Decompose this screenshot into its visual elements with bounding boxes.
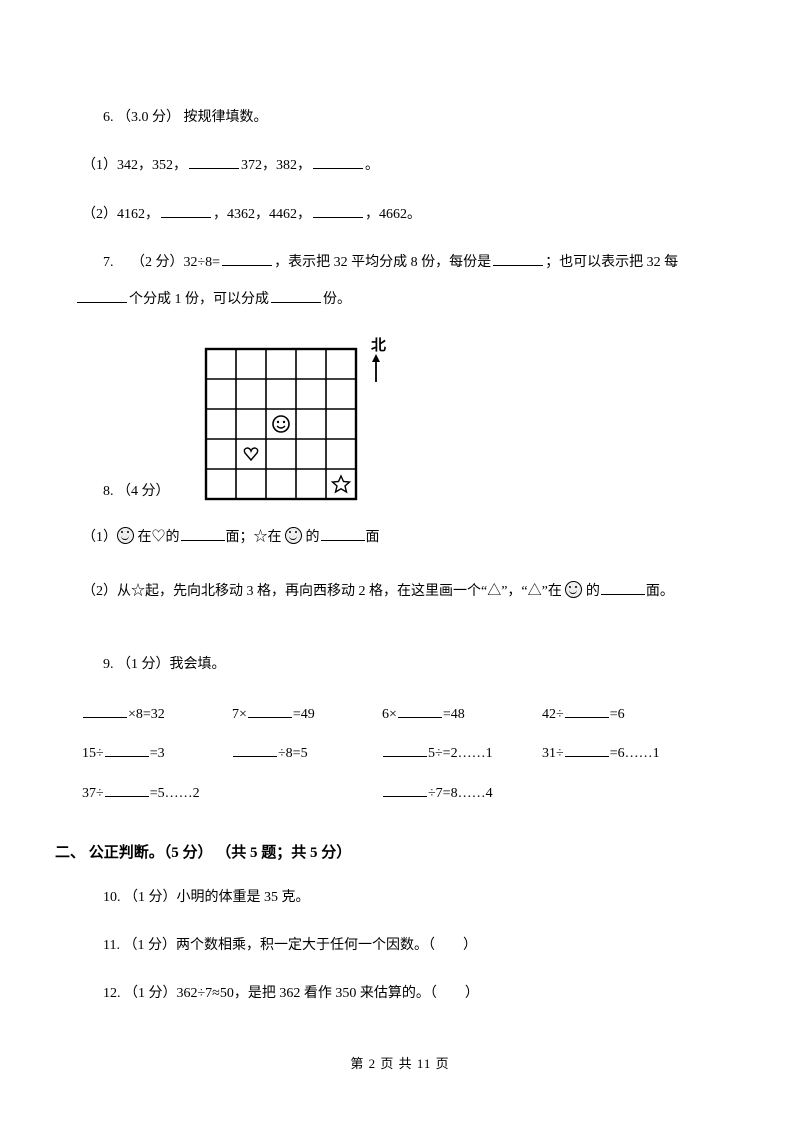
q7-label: 7. — [103, 255, 114, 270]
blank[interactable] — [565, 703, 609, 718]
q9-i6: =6 — [610, 707, 625, 722]
q9-i4: =48 — [443, 707, 465, 722]
blank[interactable] — [493, 251, 543, 266]
smiley-icon — [565, 581, 582, 598]
q7-part4: 个分成 1 份，可以分成 — [129, 292, 269, 307]
q8-sub1-b: 在♡的 — [134, 530, 180, 545]
blank[interactable] — [321, 526, 365, 541]
q7-part2: ，表示把 32 平均分成 8 份，每份是 — [274, 255, 491, 270]
q8-sub1-e: 面 — [366, 530, 380, 545]
question-9-row3: 37÷ =5……2 ÷7=8……4 — [82, 774, 725, 813]
blank[interactable] — [161, 203, 211, 218]
q9-i3: 6× — [382, 707, 397, 722]
q9-i7: 15÷ — [82, 746, 104, 761]
q7-part5: 份。 — [323, 292, 351, 307]
question-12: 12. （1 分）362÷7≈50，是把 362 看作 350 来估算的。（ ） — [75, 976, 725, 1012]
question-10: 10. （1 分）小明的体重是 35 克。 — [75, 880, 725, 916]
q6-sub2-mid1: ，4362，4462， — [213, 207, 311, 222]
smiley-icon — [117, 527, 134, 544]
blank[interactable] — [601, 580, 645, 595]
q9-i0: ×8=32 — [128, 707, 165, 722]
page-footer: 第 2 页 共 11 页 — [75, 1053, 725, 1072]
q8-sub2-b: 的 — [582, 584, 600, 599]
blank[interactable] — [398, 703, 442, 718]
q6-label: 6. — [103, 110, 114, 125]
question-6-sub2: （2）4162， ，4362，4462， ，4662。 — [82, 197, 725, 233]
blank[interactable] — [565, 742, 609, 757]
question-8-sub2: （2）从☆起，先向北移动 3 格，再向西移动 2 格，在这里画一个“△”，“△”… — [82, 574, 725, 610]
question-9-label: 9. （1 分）我会填。 — [75, 647, 725, 683]
q8-sub1-a: （1） — [82, 530, 117, 545]
q6-sub1-mid: 372，382， — [241, 158, 311, 173]
star-icon — [333, 476, 350, 492]
smiley-icon — [285, 527, 302, 544]
heart-icon — [244, 448, 257, 460]
north-arrow-head — [372, 354, 380, 362]
question-8-sub1: （1） 在♡的 面；☆在 的 面 — [82, 520, 725, 556]
question-9-row1: ×8=32 7× =49 6× =48 42÷ =6 — [82, 695, 725, 734]
blank[interactable] — [189, 154, 239, 169]
blank[interactable] — [383, 742, 427, 757]
q9-i10: 5÷=2……1 — [428, 746, 493, 761]
question-7: 7. （2 分）32÷8= ，表示把 32 平均分成 8 份，每份是 ；也可以表示把… — [103, 245, 725, 318]
blank[interactable] — [248, 703, 292, 718]
q7-points: （2 分） — [131, 255, 184, 270]
smiley-icon — [273, 416, 289, 432]
q9-i2: =49 — [293, 707, 315, 722]
q8-sub1-c: 面；☆在 — [226, 530, 286, 545]
grid — [206, 349, 356, 499]
q9-i12: =6……1 — [610, 746, 660, 761]
q9-i1: 7× — [232, 707, 247, 722]
q7-part3: ；也可以表示把 32 每 — [545, 255, 678, 270]
q9-i15: ÷7=8……4 — [428, 786, 493, 801]
q8-sub2-c: 面。 — [646, 584, 674, 599]
q9-i13: 37÷ — [82, 786, 104, 801]
q9-i9: ÷8=5 — [278, 746, 308, 761]
blank[interactable] — [83, 703, 127, 718]
blank[interactable] — [383, 782, 427, 797]
grid-figure: 北 — [201, 334, 391, 504]
q6-sub2-mid2: ，4662。 — [365, 207, 421, 222]
q6-sub1-prefix: （1）342，352， — [82, 158, 187, 173]
q6-sub1-suffix: 。 — [365, 158, 379, 173]
blank[interactable] — [313, 203, 363, 218]
q9-i11: 31÷ — [542, 746, 564, 761]
blank[interactable] — [77, 288, 127, 303]
question-9-row2: 15÷ =3 ÷8=5 5÷=2……1 31÷ =6……1 — [82, 734, 725, 773]
blank[interactable] — [222, 251, 272, 266]
section-2-header: 二、 公正判断。（5 分） （共 5 题；共 5 分） — [55, 841, 725, 862]
blank[interactable] — [105, 782, 149, 797]
blank[interactable] — [233, 742, 277, 757]
q9-i8: =3 — [150, 746, 165, 761]
blank[interactable] — [313, 154, 363, 169]
question-6: 6. （3.0 分） 按规律填数。 — [75, 100, 725, 136]
q8-sub1-d: 的 — [302, 530, 320, 545]
q9-i5: 42÷ — [542, 707, 564, 722]
blank[interactable] — [271, 288, 321, 303]
blank[interactable] — [105, 742, 149, 757]
q7-part1: 32÷8= — [184, 255, 221, 270]
q6-sub2-prefix: （2）4162， — [82, 207, 159, 222]
q9-i14: =5……2 — [150, 786, 200, 801]
q6-points: （3.0 分） — [117, 110, 180, 125]
question-11: 11. （1 分）两个数相乘，积一定大于任何一个因数。（ ） — [75, 928, 725, 964]
q8-sub2-a: （2）从☆起，先向北移动 3 格，再向西移动 2 格，在这里画一个“△”，“△”… — [82, 584, 565, 599]
q6-title: 按规律填数。 — [184, 110, 268, 125]
question-8-label: 8. （4 分） — [103, 480, 170, 504]
north-label: 北 — [371, 337, 386, 354]
question-6-sub1: （1）342，352， 372，382， 。 — [82, 148, 725, 184]
blank[interactable] — [181, 526, 225, 541]
